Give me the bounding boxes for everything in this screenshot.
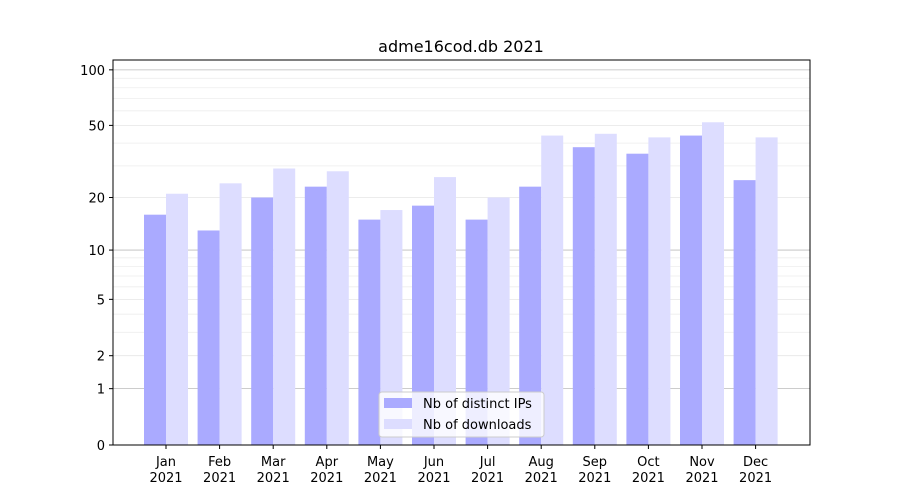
x-tick-label-line: 2021: [203, 471, 236, 486]
chart-title: adme16cod.db 2021: [378, 37, 544, 56]
legend: Nb of distinct IPs Nb of downloads: [378, 391, 545, 438]
bar-downloads: [219, 183, 242, 445]
x-tick-label-line: Dec: [743, 455, 768, 470]
bar-downloads: [380, 210, 403, 445]
x-tick-label: Sep 2021: [578, 455, 611, 486]
x-tick-label: May 2021: [364, 455, 397, 486]
legend-swatch: [384, 398, 412, 408]
x-tick-label-line: 2021: [739, 471, 772, 486]
x-tick-label: Jan 2021: [149, 455, 182, 486]
bar-downloads: [755, 137, 778, 445]
x-tick-label: Oct 2021: [632, 455, 665, 486]
x-tick-label: Nov 2021: [685, 455, 718, 486]
x-tick-label-line: Jun: [423, 455, 444, 470]
x-tick-label-line: 2021: [364, 471, 397, 486]
y-tick-label: 50: [88, 119, 105, 134]
bar-downloads: [166, 193, 188, 445]
x-tick-label-line: May: [367, 455, 394, 470]
bar-downloads: [702, 122, 724, 445]
x-tick-label-line: 2021: [525, 471, 558, 486]
bar-distinct-ips: [197, 230, 220, 445]
x-tick-label-line: Aug: [529, 455, 554, 470]
x-tick-label-line: Mar: [261, 455, 286, 470]
x-tick-label: Feb 2021: [203, 455, 236, 486]
y-tick-label: 5: [97, 293, 105, 308]
x-tick-label-line: Sep: [583, 455, 608, 470]
legend-swatch: [384, 419, 412, 429]
x-tick-label-line: Jul: [479, 455, 496, 470]
y-tick-label: 10: [88, 244, 105, 259]
bar-downloads: [648, 137, 671, 445]
bar-distinct-ips: [572, 147, 595, 445]
x-tick-label-line: 2021: [149, 471, 182, 486]
x-tick-label-line: 2021: [257, 471, 290, 486]
bar-distinct-ips: [412, 205, 434, 445]
bar-distinct-ips: [680, 135, 702, 445]
x-tick-label-line: Oct: [637, 455, 659, 470]
bar-distinct-ips: [304, 186, 327, 446]
bar-downloads: [541, 135, 564, 445]
x-tick-label-line: 2021: [632, 471, 665, 486]
x-tick-label-line: 2021: [578, 471, 611, 486]
x-tick-label: Mar 2021: [257, 455, 290, 486]
bar-distinct-ips: [465, 219, 488, 445]
x-tick-label: Dec 2021: [739, 455, 772, 486]
bar-downloads: [594, 133, 617, 446]
x-tick-label: Jun 2021: [417, 455, 450, 486]
x-tick-label-line: 2021: [471, 471, 504, 486]
x-tick-label-line: 2021: [310, 471, 343, 486]
x-tick-label: Aug 2021: [525, 455, 558, 486]
bar-downloads: [326, 171, 349, 445]
bar-distinct-ips: [626, 153, 649, 446]
y-tick-label: 20: [88, 192, 105, 207]
y-tick-label: 100: [80, 64, 105, 79]
x-tick-label-line: 2021: [685, 471, 718, 486]
legend-label: Nb of distinct IPs: [423, 397, 532, 412]
x-tick-label-line: Feb: [208, 455, 231, 470]
plot-frame: [112, 59, 811, 446]
x-tick-label: Apr 2021: [310, 455, 343, 486]
bar-distinct-ips: [144, 214, 166, 445]
x-tick-label-line: Apr: [316, 455, 339, 470]
bar-distinct-ips: [733, 180, 756, 445]
x-tick-label-line: Nov: [689, 455, 715, 470]
y-tick-label: 1: [97, 383, 105, 398]
bar-downloads: [273, 168, 296, 445]
bar-distinct-ips: [251, 197, 274, 445]
bar-distinct-ips: [358, 219, 381, 445]
legend-box: [378, 391, 545, 438]
y-tick-label: 2: [97, 350, 105, 365]
bar-distinct-ips: [519, 186, 542, 446]
legend-label: Nb of downloads: [423, 418, 532, 433]
bar-downloads: [487, 197, 510, 445]
y-tick-label: 0: [97, 439, 105, 454]
bar-downloads: [434, 177, 456, 445]
x-tick-label: Jul 2021: [471, 455, 504, 486]
x-tick-label-line: 2021: [417, 471, 450, 486]
x-tick-label-line: Jan: [155, 455, 176, 470]
